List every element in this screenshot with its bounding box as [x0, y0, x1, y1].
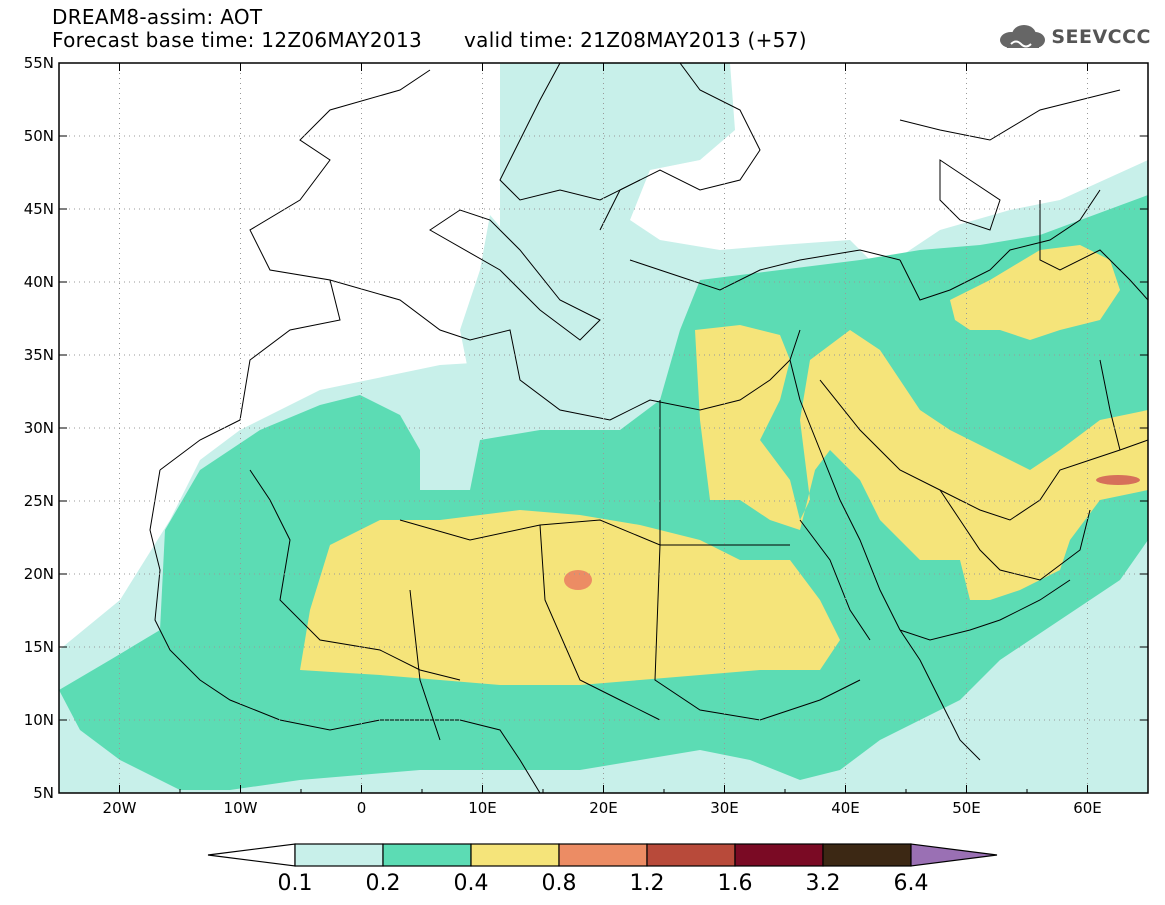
colorbar-label: 0.4 [454, 871, 489, 896]
colorbar-segment [558, 843, 648, 867]
aot-band-0-4-sahel [300, 510, 840, 685]
aot-band-0-8-chad [564, 570, 592, 590]
colorbar-label: 0.8 [542, 871, 577, 896]
time-line: Forecast base time: 12Z06MAY2013 valid ti… [52, 29, 807, 52]
colorbar-label: 0.2 [366, 871, 401, 896]
logo-text: SEEVCCC [1051, 26, 1151, 48]
base-time: Forecast base time: 12Z06MAY2013 [52, 28, 422, 52]
lon-label: 20W [103, 799, 137, 817]
lon-label: 10E [468, 799, 497, 817]
lat-label: 30N [24, 419, 54, 437]
colorbar-segment [470, 843, 560, 867]
lat-label: 10N [24, 711, 54, 729]
colorbar-segment [294, 843, 384, 867]
colorbar-label: 0.1 [278, 871, 313, 896]
colorbar-segment [646, 843, 736, 867]
map-ticks [58, 62, 1149, 794]
lon-label: 20E [589, 799, 618, 817]
colorbar: 0.1 0.2 0.4 0.8 1.2 1.6 3.2 6.4 [207, 843, 998, 896]
cloud-logo-icon [1000, 25, 1046, 48]
lat-label: 15N [24, 638, 54, 656]
aot-band-0-1-italy [460, 215, 690, 430]
seevccc-logo: SEEVCCC [997, 24, 1151, 50]
colorbar-label: 1.2 [630, 871, 665, 896]
aot-band-0-4-east [695, 325, 1148, 600]
lon-labels: 20W 10W 0 10E 20E 30E 40E 50E 60E [103, 799, 1102, 817]
lat-label: 25N [24, 492, 54, 510]
lon-label: 0 [357, 799, 367, 817]
lat-label: 35N [24, 346, 54, 364]
lon-label: 60E [1073, 799, 1102, 817]
colorbar-segment [822, 843, 912, 867]
map-title: DREAM8-assim: AOT [52, 5, 263, 29]
colorbar-segment [734, 843, 824, 867]
colorbar-label: 1.6 [718, 871, 753, 896]
map-grid [59, 63, 1148, 793]
colorbar-low-arrow [207, 843, 296, 867]
colorbar-high-arrow [910, 843, 998, 867]
aot-band-0-4-iran [950, 245, 1120, 340]
lat-label: 40N [24, 273, 54, 291]
colorbar-label: 6.4 [894, 871, 929, 896]
colorbar-segment [382, 843, 472, 867]
coastlines [149, 63, 1148, 793]
lat-labels: 55N 50N 45N 40N 35N 30N 25N 20N 15N 10N 5N [24, 54, 54, 802]
valid-time: valid time: 21Z08MAY2013 (+57) [464, 28, 807, 52]
lon-label: 30E [710, 799, 739, 817]
map-title-block: DREAM8-assim: AOT Forecast base time: 12… [52, 6, 807, 52]
lon-label: 40E [831, 799, 860, 817]
lat-label: 20N [24, 565, 54, 583]
lon-label: 50E [952, 799, 981, 817]
lat-label: 45N [24, 200, 54, 218]
lat-label: 50N [24, 127, 54, 145]
lat-label: 55N [24, 54, 54, 72]
lon-label: 10W [224, 799, 258, 817]
lat-label: 5N [33, 784, 54, 802]
colorbar-label: 3.2 [806, 871, 841, 896]
aot-band-0-8-oman [1096, 475, 1140, 485]
